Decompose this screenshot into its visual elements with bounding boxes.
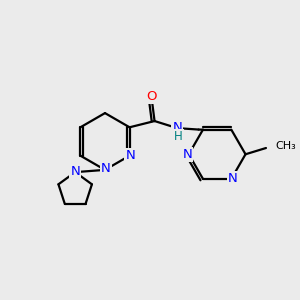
Text: H: H: [174, 130, 183, 142]
Text: N: N: [101, 162, 111, 175]
Text: N: N: [70, 164, 80, 178]
Text: O: O: [146, 90, 157, 104]
Text: CH₃: CH₃: [275, 141, 296, 151]
Text: N: N: [228, 172, 238, 185]
Text: N: N: [126, 149, 135, 162]
Text: N: N: [182, 148, 192, 161]
Text: N: N: [172, 121, 182, 134]
